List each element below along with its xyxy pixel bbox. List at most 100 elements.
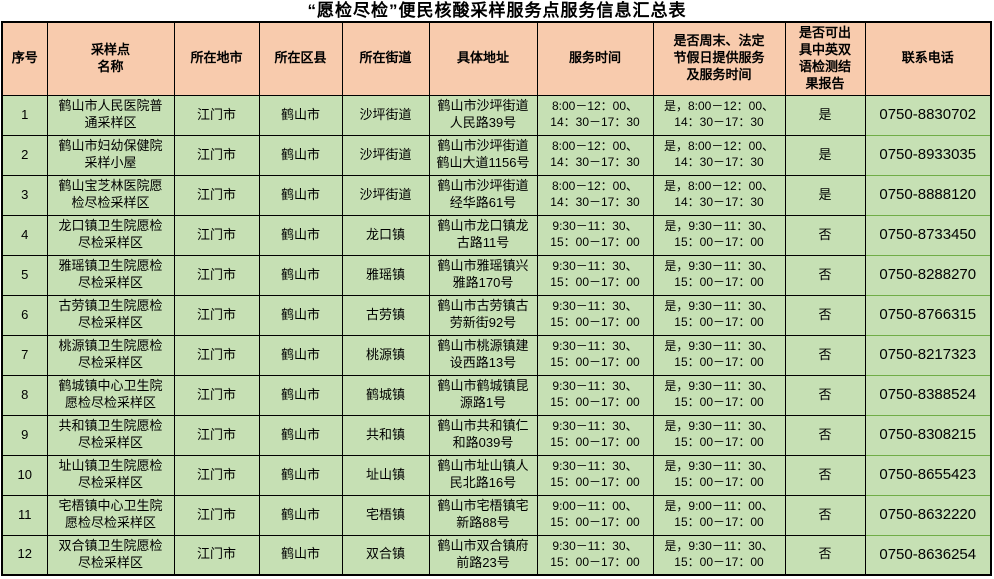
- cell-district: 鹤山市: [258, 294, 343, 336]
- header-cell-address: 具体地址: [428, 21, 538, 96]
- cell-district: 鹤山市: [258, 134, 343, 176]
- cell-street: 址山镇: [341, 454, 430, 496]
- cell-address: 鹤山市址山镇人 民北路16号: [428, 454, 538, 496]
- cell-address: 鹤山市桃源镇建 设西路13号: [428, 334, 538, 376]
- table-body: 1 鹤山市人民医院普 通采样区 江门市 鹤山市 沙坪街道 鹤山市沙坪街道 人民路39号 8:…: [1, 94, 992, 576]
- cell-address: 鹤山市沙坪街道 经华路61号: [428, 174, 538, 216]
- cell-service-time: 9:30－11：30、 15：00－17：00: [536, 454, 654, 496]
- cell-service-time: 9:30－11：30、 15：00－17：00: [536, 414, 654, 456]
- cell-district: 鹤山市: [258, 494, 343, 536]
- cell-street: 古劳镇: [341, 294, 430, 336]
- cell-name: 鹤城镇中心卫生院 愿检尽检采样区: [46, 374, 175, 416]
- cell-phone: 0750-8766315: [864, 294, 992, 336]
- cell-city: 江门市: [173, 294, 260, 336]
- cell-weekend-service: 是，8:00－12：00、 14：30－17：30: [652, 94, 786, 136]
- table-row: 4 龙口镇卫生院愿检 尽检采样区 江门市 鹤山市 龙口镇 鹤山市龙口镇龙 古路11号 9:3…: [1, 214, 992, 256]
- table-row: 7 桃源镇卫生院愿检 尽检采样区 江门市 鹤山市 桃源镇 鹤山市桃源镇建 设西路13号 9:…: [1, 334, 992, 376]
- cell-service-time: 9:30－11：30、 15：00－17：00: [536, 214, 654, 256]
- cell-weekend-service: 是，8:00－12：00、 14：30－17：30: [652, 174, 786, 216]
- cell-phone: 0750-8830702: [864, 94, 992, 136]
- header-row: 序号 采样点 名称 所在地市 所在区县 所在街道 具体地址 服务时间 是否周末、…: [1, 21, 992, 96]
- cell-district: 鹤山市: [258, 214, 343, 256]
- cell-weekend-service: 是，9:30－11：30、 15：00－17：00: [652, 214, 786, 256]
- cell-name: 宅梧镇中心卫生院 愿检尽检采样区: [46, 494, 175, 536]
- cell-name: 鹤山市人民医院普 通采样区: [46, 94, 175, 136]
- cell-phone: 0750-8632220: [864, 494, 992, 536]
- cell-no: 10: [1, 454, 48, 496]
- cell-no: 9: [1, 414, 48, 456]
- cell-city: 江门市: [173, 454, 260, 496]
- cell-service-time: 9:30－11：30、 15：00－17：00: [536, 334, 654, 376]
- cell-street: 桃源镇: [341, 334, 430, 376]
- cell-district: 鹤山市: [258, 254, 343, 296]
- cell-phone: 0750-8933035: [864, 134, 992, 176]
- cell-name: 古劳镇卫生院愿检 尽检采样区: [46, 294, 175, 336]
- cell-street: 共和镇: [341, 414, 430, 456]
- cell-bilingual-report: 否: [784, 534, 866, 576]
- cell-service-time: 9:30－11：30、 15：00－17：00: [536, 294, 654, 336]
- cell-bilingual-report: 否: [784, 414, 866, 456]
- table-row: 12 双合镇卫生院愿检 尽检采样区 江门市 鹤山市 双合镇 鹤山市双合镇府 前路23号 9:…: [1, 534, 992, 576]
- cell-district: 鹤山市: [258, 534, 343, 576]
- cell-city: 江门市: [173, 174, 260, 216]
- header-cell-city: 所在地市: [173, 21, 260, 96]
- cell-weekend-service: 是，9:30－11：30、 15：00－17：00: [652, 534, 786, 576]
- cell-service-time: 8:00－12：00、 14：30－17：30: [536, 174, 654, 216]
- cell-no: 6: [1, 294, 48, 336]
- cell-name: 雅瑶镇卫生院愿检 尽检采样区: [46, 254, 175, 296]
- cell-weekend-service: 是，9:00－11：00、 15：00－17：00: [652, 494, 786, 536]
- cell-city: 江门市: [173, 374, 260, 416]
- header-cell-bilingual-report: 是否可出 具中英双 语检测结 果报告: [784, 21, 866, 96]
- cell-district: 鹤山市: [258, 454, 343, 496]
- cell-address: 鹤山市宅梧镇宅 新路88号: [428, 494, 538, 536]
- cell-street: 雅瑶镇: [341, 254, 430, 296]
- cell-city: 江门市: [173, 214, 260, 256]
- cell-street: 龙口镇: [341, 214, 430, 256]
- cell-no: 11: [1, 494, 48, 536]
- cell-city: 江门市: [173, 414, 260, 456]
- cell-street: 双合镇: [341, 534, 430, 576]
- header-cell-name: 采样点 名称: [46, 21, 175, 96]
- cell-street: 宅梧镇: [341, 494, 430, 536]
- cell-phone: 0750-8388524: [864, 374, 992, 416]
- cell-city: 江门市: [173, 534, 260, 576]
- cell-weekend-service: 是，9:30－11：30、 15：00－17：00: [652, 414, 786, 456]
- cell-name: 共和镇卫生院愿检 尽检采样区: [46, 414, 175, 456]
- cell-bilingual-report: 否: [784, 374, 866, 416]
- header-cell-phone: 联系电话: [864, 21, 992, 96]
- cell-district: 鹤山市: [258, 374, 343, 416]
- cell-phone: 0750-8217323: [864, 334, 992, 376]
- cell-bilingual-report: 否: [784, 254, 866, 296]
- table-row: 5 雅瑶镇卫生院愿检 尽检采样区 江门市 鹤山市 雅瑶镇 鹤山市雅瑶镇兴 雅路170号 9:…: [1, 254, 992, 296]
- cell-bilingual-report: 是: [784, 134, 866, 176]
- cell-weekend-service: 是，9:30－11：30、 15：00－17：00: [652, 374, 786, 416]
- cell-service-time: 9:30－11：30、 15：00－17：00: [536, 374, 654, 416]
- cell-no: 4: [1, 214, 48, 256]
- cell-city: 江门市: [173, 134, 260, 176]
- table-row: 2 鹤山市妇幼保健院 采样小屋 江门市 鹤山市 沙坪街道 鹤山市沙坪街道 鹤山大道1156…: [1, 134, 992, 176]
- cell-no: 7: [1, 334, 48, 376]
- table-row: 9 共和镇卫生院愿检 尽检采样区 江门市 鹤山市 共和镇 鹤山市共和镇仁 和路039号 9:…: [1, 414, 992, 456]
- cell-phone: 0750-8636254: [864, 534, 992, 576]
- cell-no: 8: [1, 374, 48, 416]
- table-row: 8 鹤城镇中心卫生院 愿检尽检采样区 江门市 鹤山市 鹤城镇 鹤山市鹤城镇昆 源路1号 9:…: [1, 374, 992, 416]
- cell-district: 鹤山市: [258, 414, 343, 456]
- cell-phone: 0750-8308215: [864, 414, 992, 456]
- cell-bilingual-report: 否: [784, 494, 866, 536]
- cell-bilingual-report: 否: [784, 294, 866, 336]
- table-row: 10 址山镇卫生院愿检 尽检采样区 江门市 鹤山市 址山镇 鹤山市址山镇人 民北路16号 9…: [1, 454, 992, 496]
- cell-phone: 0750-8888120: [864, 174, 992, 216]
- cell-address: 鹤山市双合镇府 前路23号: [428, 534, 538, 576]
- cell-phone: 0750-8655423: [864, 454, 992, 496]
- cell-street: 沙坪街道: [341, 134, 430, 176]
- cell-weekend-service: 是，9:30－11：30、 15：00－17：00: [652, 294, 786, 336]
- cell-service-time: 9:30－11：30、 15：00－17：00: [536, 534, 654, 576]
- cell-name: 双合镇卫生院愿检 尽检采样区: [46, 534, 175, 576]
- cell-address: 鹤山市鹤城镇昆 源路1号: [428, 374, 538, 416]
- cell-phone: 0750-8288270: [864, 254, 992, 296]
- cell-weekend-service: 是，9:30－11：30、 15：00－17：00: [652, 454, 786, 496]
- cell-no: 12: [1, 534, 48, 576]
- cell-service-time: 9:30－11：30、 15：00－17：00: [536, 254, 654, 296]
- cell-name: 址山镇卫生院愿检 尽检采样区: [46, 454, 175, 496]
